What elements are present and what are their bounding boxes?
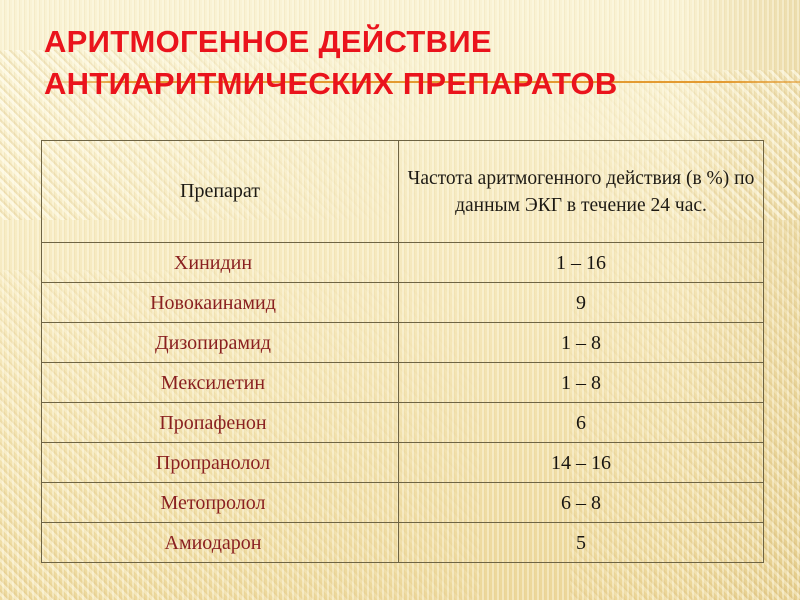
title-accent-rule bbox=[44, 81, 800, 83]
table-row: Хинидин 1 – 16 bbox=[41, 242, 764, 283]
arrhythmogenic-rate-table: Препарат Частота аритмогенного действия … bbox=[41, 140, 764, 563]
cell-arrhythmogenic-rate: 6 – 8 bbox=[398, 482, 764, 523]
table-header: Препарат Частота аритмогенного действия … bbox=[41, 140, 764, 243]
cell-drug-name: Новокаинамид bbox=[41, 282, 399, 323]
table-body: Хинидин 1 – 16 Новокаинамид 9 Дизопирамид 1 –… bbox=[41, 242, 764, 563]
cell-drug-name: Пропранолол bbox=[41, 442, 399, 483]
cell-arrhythmogenic-rate: 1 – 16 bbox=[398, 242, 764, 283]
cell-arrhythmogenic-rate: 9 bbox=[398, 282, 764, 323]
table-header-row: Препарат Частота аритмогенного действия … bbox=[41, 140, 764, 243]
cell-arrhythmogenic-rate: 14 – 16 bbox=[398, 442, 764, 483]
table-row: Амиодарон 5 bbox=[41, 522, 764, 563]
cell-drug-name: Метопролол bbox=[41, 482, 399, 523]
table-row: Пропафенон 6 bbox=[41, 402, 764, 443]
cell-drug-name: Мексилетин bbox=[41, 362, 399, 403]
table-row: Дизопирамид 1 – 8 bbox=[41, 322, 764, 363]
cell-arrhythmogenic-rate: 1 – 8 bbox=[398, 362, 764, 403]
column-header-rate: Частота аритмогенного действия (в %) по … bbox=[398, 140, 764, 243]
column-header-drug: Препарат bbox=[41, 140, 399, 243]
table-row: Пропранолол 14 – 16 bbox=[41, 442, 764, 483]
cell-drug-name: Амиодарон bbox=[41, 522, 399, 563]
table-row: Новокаинамид 9 bbox=[41, 282, 764, 323]
table-row: Метопролол 6 – 8 bbox=[41, 482, 764, 523]
data-table-container: Препарат Частота аритмогенного действия … bbox=[41, 140, 764, 563]
cell-arrhythmogenic-rate: 6 bbox=[398, 402, 764, 443]
slide-title: Аритмогенное действие антиаритмических п… bbox=[44, 23, 618, 101]
cell-arrhythmogenic-rate: 1 – 8 bbox=[398, 322, 764, 363]
cell-arrhythmogenic-rate: 5 bbox=[398, 522, 764, 563]
cell-drug-name: Хинидин bbox=[41, 242, 399, 283]
cell-drug-name: Дизопирамид bbox=[41, 322, 399, 363]
cell-drug-name: Пропафенон bbox=[41, 402, 399, 443]
table-row: Мексилетин 1 – 8 bbox=[41, 362, 764, 403]
